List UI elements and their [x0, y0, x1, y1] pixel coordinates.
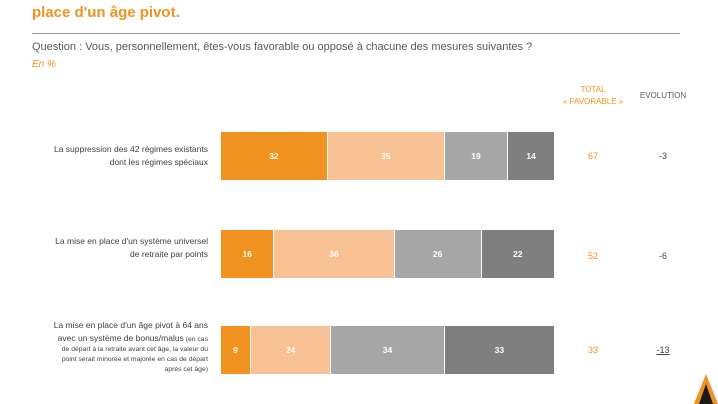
stacked-bar-2: 16 36 26 22: [221, 230, 555, 278]
title-divider: [32, 33, 680, 34]
total-favorable-value-2: 52: [587, 251, 598, 261]
total-favorable-value-1: 67: [587, 151, 598, 161]
bar-segment: 16: [221, 230, 275, 278]
evolution-value-2: -6: [658, 251, 667, 261]
bar-segment-value-label: 32: [269, 151, 279, 161]
bar-segment-value-label: 16: [242, 249, 252, 259]
row-label-3-line2-main: avec un système de bonus/malus: [57, 333, 184, 343]
bar-segment-value-label: 9: [233, 345, 238, 355]
evolution-header: EVOLUTION: [639, 91, 687, 100]
bar-segment: 34: [331, 326, 445, 374]
page-title: place d'un âge pivot.: [32, 4, 180, 21]
total-favorable-value-3: 33: [587, 345, 598, 355]
bar-segment: 22: [481, 230, 555, 278]
bar-segment-value-label: 35: [381, 151, 391, 161]
row-label-3-note-line1: de départ à la retraite avant cet âge, l…: [61, 346, 208, 353]
bar-segment-value-label: 22: [513, 249, 523, 259]
row-label-3-line2: avec un système de bonus/malus (en cas: [8, 332, 208, 345]
row-label-1-line2: dont les régimes spéciaux: [109, 157, 208, 167]
bar-segment: 26: [394, 230, 482, 278]
stacked-bar-3: 9 24 34 33: [221, 326, 555, 374]
bar-segment: 35: [327, 132, 445, 180]
row-label-1: La suppression des 42 régimes existants …: [8, 143, 208, 169]
row-label-3-note-line2: point serait minorée et majorée en cas d…: [61, 356, 208, 363]
stacked-bar-1: 32 35 19 14: [221, 132, 555, 180]
row-label-1-line1: La suppression des 42 régimes existants: [53, 144, 208, 154]
row-label-3-line2-note: (en cas: [183, 336, 208, 343]
row-label-2-line2: de retraite par points: [130, 249, 208, 259]
row-label-3: La mise en place d'un âge pivot à 64 ans…: [8, 319, 208, 375]
bar-segment-value-label: 14: [526, 151, 536, 161]
bar-segment: 33: [444, 326, 555, 374]
row-label-3-line1: La mise en place d'un âge pivot à 64 ans: [53, 320, 208, 330]
row-label-2: La mise en place d'un système universel …: [8, 235, 208, 261]
brand-logo-icon: [694, 374, 718, 404]
bar-segment-value-label: 36: [329, 249, 339, 259]
row-label-2-line1: La mise en place d'un système universel: [55, 236, 208, 246]
evolution-value-1: -3: [658, 151, 667, 161]
bar-segment: 19: [444, 132, 509, 180]
bar-segment: 9: [221, 326, 252, 374]
bar-segment: 14: [508, 132, 555, 180]
unit-label: En %: [32, 59, 56, 70]
bar-segment-value-label: 34: [382, 345, 393, 355]
bar-segment-value-label: 26: [432, 249, 443, 259]
total-favorable-header: TOTAL « FAVORABLE »: [556, 84, 630, 108]
cropped-title-line: [32, 0, 692, 3]
question-text: Question : Vous, personnellement, êtes-v…: [32, 41, 533, 53]
bar-segment: 24: [251, 326, 332, 374]
total-header-line2: « FAVORABLE »: [562, 97, 624, 106]
bar-segment: 32: [221, 132, 328, 180]
evolution-value-3: -13: [656, 345, 670, 355]
bar-segment-value-label: 19: [471, 151, 481, 161]
bar-segment: 36: [274, 230, 395, 278]
row-label-3-note-line3: après cet âge): [164, 366, 208, 373]
total-header-line1: TOTAL: [580, 85, 606, 94]
bar-segment-value-label: 33: [494, 345, 505, 355]
bar-segment-value-label: 24: [285, 345, 296, 355]
